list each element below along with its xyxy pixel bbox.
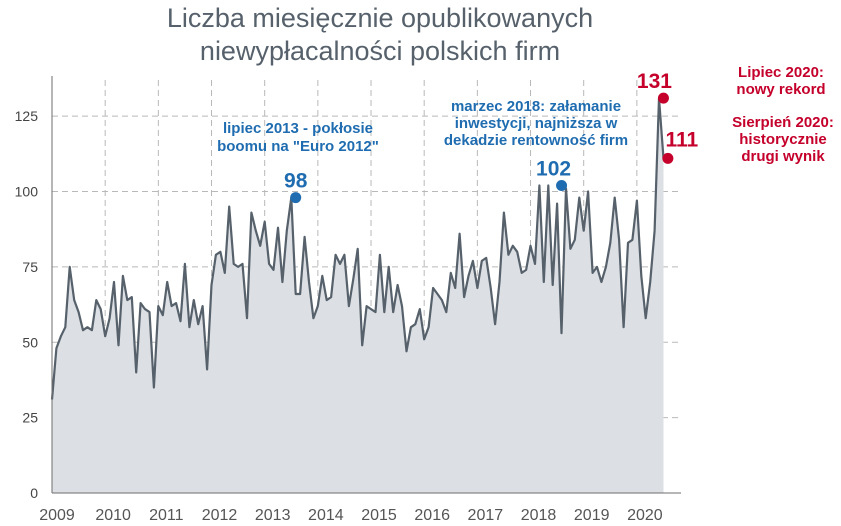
x-tick-label-2020: 2020 [627, 507, 663, 524]
x-tick-label-2015: 2015 [361, 507, 397, 524]
x-tick-label-2014: 2014 [308, 507, 344, 524]
highlight-point-98 [290, 192, 302, 204]
y-tick-label-0: 0 [30, 485, 38, 501]
x-tick-label-2012: 2012 [202, 507, 238, 524]
chart-title: Liczba miesięcznie opublikowanych niewyp… [100, 2, 660, 68]
chart-title-line-1: Liczba miesięcznie opublikowanych [166, 3, 594, 33]
annotation-3-line-1: Lipiec 2020: [738, 64, 824, 81]
annotation-4-line-3: drugi wynik [741, 148, 825, 165]
x-tick-label-2016: 2016 [414, 507, 450, 524]
annotation-2-line-2: inwestycji, najniższa w [455, 115, 618, 132]
highlight-label-102: 102 [536, 158, 571, 181]
y-tick-label-125: 125 [15, 108, 39, 124]
y-tick-label-25: 25 [22, 410, 38, 426]
annotation-2-line-1: marzec 2018: załamanie [451, 98, 621, 115]
highlight-label-131: 131 [637, 70, 672, 93]
annotation-1-line-1: lipiec 2013 - pokłosie [223, 120, 373, 137]
x-tick-label-2017: 2017 [468, 507, 504, 524]
x-tick-label-2009: 2009 [39, 507, 75, 524]
x-tick-label-2013: 2013 [255, 507, 291, 524]
highlight-point-102 [556, 180, 568, 192]
annotation-4-line-2: historycznie [739, 131, 827, 148]
annotation-4-line-1: Sierpień 2020: [732, 114, 834, 131]
x-tick-label-2019: 2019 [574, 507, 610, 524]
chart-title-line-2: niewypłacalności polskich firm [199, 36, 561, 66]
annotation-3-line-2: nowy rekord [736, 81, 825, 98]
y-tick-label-75: 75 [22, 259, 38, 275]
series-line [50, 97, 665, 400]
annotation-2-line-3: dekadzie rentowność firm [444, 132, 628, 149]
x-tick-label-2010: 2010 [95, 507, 131, 524]
y-tick-label-50: 50 [22, 334, 38, 350]
x-tick-label-2011: 2011 [149, 507, 184, 524]
highlight-label-98: 98 [284, 170, 308, 193]
x-tick-label-2018: 2018 [521, 507, 557, 524]
annotation-1-line-2: boomu na "Euro 2012" [217, 138, 379, 155]
highlight-point-111 [662, 152, 674, 164]
series-area-fill [52, 98, 664, 493]
highlight-label-111: 111 [666, 128, 699, 151]
y-tick-label-100: 100 [15, 184, 39, 200]
highlight-point-131 [657, 92, 669, 104]
